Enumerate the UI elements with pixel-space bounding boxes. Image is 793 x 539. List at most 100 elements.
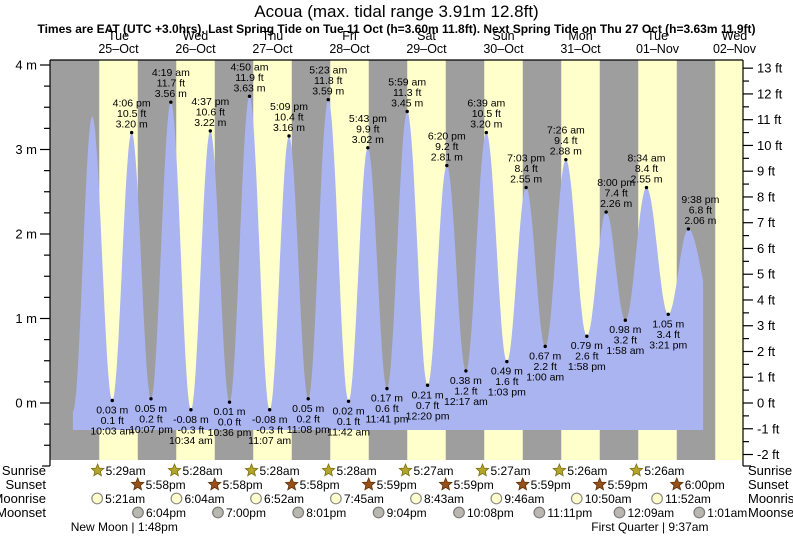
moonrise-time: 8:43am	[424, 492, 464, 506]
tide-annotation-line: 9.4 ft	[554, 135, 577, 147]
tide-extreme-dot	[505, 359, 509, 364]
sunset-time: 5:58pm	[300, 478, 340, 492]
tide-annotation-line: 2.55 m	[510, 174, 542, 186]
sunrise-time: 5:27am	[490, 464, 530, 478]
moonrise-icon	[490, 492, 503, 505]
left-axis-label: 0 m	[15, 396, 37, 411]
right-axis-label: 7 ft	[757, 215, 775, 230]
tide-annotation-line: 1.05 m	[652, 318, 684, 330]
tide-annotation-line: 3:21 pm	[649, 339, 687, 351]
tide-annotation-line: 10.5 ft	[117, 108, 146, 120]
tide-extreme-dot	[227, 400, 232, 404]
tide-annotation-line: 8:34 am	[628, 153, 666, 165]
day-label-date: 31–Oct	[560, 42, 601, 56]
tide-annotation-line: 8.4 ft	[635, 163, 658, 175]
tide-extreme-dot	[686, 227, 691, 231]
sunrise-icon	[629, 462, 644, 477]
sunrise-time: 5:28am	[337, 464, 377, 478]
sunset-icon	[438, 476, 453, 491]
tide-annotation-line: 1:03 pm	[488, 387, 526, 399]
axes	[40, 59, 753, 467]
sunrise-time: 5:26am	[644, 464, 684, 478]
tide-extreme-dot	[149, 397, 153, 401]
tide-annotation-line: 10:03 am	[90, 425, 134, 437]
right-axis-label: -1 ft	[757, 421, 780, 436]
moonset-time: 1:01am	[707, 506, 747, 520]
moonrise-time: 11:52am	[665, 492, 711, 506]
sunset-time: 5:58pm	[146, 478, 186, 492]
tide-annotation-line: 9.9 ft	[356, 123, 379, 135]
sunset-time: 6:00pm	[685, 478, 725, 492]
tide-annotation-line: 11.8 ft	[314, 75, 342, 87]
tide-extreme-dot	[585, 334, 589, 338]
tide-annotation-line: 3.20 m	[470, 119, 502, 131]
moonrise-icon	[651, 492, 663, 505]
sunset-icon	[284, 476, 299, 491]
sunset-time: 5:59pm	[377, 478, 417, 492]
tide-extreme-dot	[405, 109, 409, 114]
sunrise-time: 5:28am	[260, 464, 300, 478]
tide-annotation-line: 9.2 ft	[435, 141, 458, 153]
tide-extreme-dot	[247, 94, 252, 98]
tide-annotation-line: 4:19 am	[152, 67, 190, 79]
sunset-icon	[361, 476, 376, 491]
moonrise-time: 6:04am	[184, 492, 224, 506]
tide-extreme-dot	[189, 408, 193, 412]
day-label-date: 25–Oct	[98, 42, 139, 56]
tide-extreme-dot	[326, 97, 330, 102]
moonset-row-label-left: Moonset	[0, 505, 46, 520]
tide-annotation-line: 3.45 m	[391, 97, 423, 109]
tide-annotation-line: 0.49 m	[491, 366, 523, 378]
moonrise-icon	[570, 492, 583, 505]
tide-annotation-line: 0.79 m	[571, 340, 603, 352]
page-title: Acoua (max. tidal range 3.91m 12.8ft)	[254, 2, 539, 21]
right-axis-label: 13 ft	[757, 61, 783, 76]
tide-annotation-line: 0.38 m	[450, 375, 482, 387]
tide-extreme-dot	[464, 369, 468, 373]
moonset-icon	[212, 506, 224, 519]
moon-phases: New Moon | 1:48pm First Quarter | 9:37am	[71, 520, 709, 534]
tide-annotation-line: 10:34 am	[169, 435, 213, 447]
tide-annotation-line: 0.21 m	[412, 389, 444, 401]
tide-annotation-line: 5:23 am	[309, 65, 347, 77]
tide-annotation-line: 2.55 m	[630, 174, 662, 186]
sunset-time: 5:59pm	[454, 478, 494, 492]
tide-annotation-line: 0.03 m	[96, 404, 128, 416]
sunrise-icon	[398, 462, 413, 477]
moonrise-row: Moonrise Moonrise 5:21am 6:04am 6:52am 7:45am…	[0, 491, 793, 506]
tide-extreme-dot	[543, 344, 547, 349]
tide-annotation-line: 2.88 m	[550, 146, 582, 158]
tide-annotation-line: 0.0 ft	[218, 417, 241, 429]
moonset-icon	[613, 506, 626, 519]
tide-extreme-dot	[604, 210, 608, 214]
right-axis-label: 6 ft	[757, 241, 775, 256]
tide-annotation-line: 0.1 ft	[101, 415, 124, 427]
tide-annotation-line: 11:42 am	[327, 426, 370, 438]
tide-annotation-line: 10.6 ft	[196, 106, 225, 118]
tide-extreme-dot	[425, 383, 430, 387]
tide-annotation-line: 3.63 m	[233, 82, 265, 94]
tide-extreme-dot	[644, 185, 649, 190]
moonrise-time: 5:21am	[105, 492, 145, 506]
moonset-icon	[453, 506, 465, 519]
left-axis-label: 1 m	[15, 311, 37, 326]
tide-extreme-dot	[666, 312, 670, 316]
tide-extreme-dot	[267, 408, 272, 412]
right-axis-label: 3 ft	[757, 318, 775, 333]
sunrise-icon	[90, 462, 105, 477]
tide-annotation-line: 0.1 ft	[337, 416, 360, 428]
tide-annotation-line: 2.2 ft	[534, 361, 557, 373]
right-axis-label: 1 ft	[757, 370, 775, 385]
sunrise-icon	[552, 462, 567, 477]
day-label-name: Tue	[647, 29, 668, 43]
tide-extreme-dot	[623, 318, 628, 322]
tide-annotation-line: 0.01 m	[213, 406, 245, 418]
tide-annotation-line: 10:36 pm	[208, 427, 252, 439]
tide-extreme-dot	[110, 398, 114, 403]
sunrise-icon	[475, 462, 490, 477]
tide-annotation-line: 1.2 ft	[454, 385, 477, 397]
tide-extreme-dot	[306, 397, 310, 401]
tide-annotation-line: -0.08 m	[173, 414, 209, 426]
sunset-icon	[207, 476, 222, 491]
day-label-date: 28–Oct	[329, 42, 370, 56]
